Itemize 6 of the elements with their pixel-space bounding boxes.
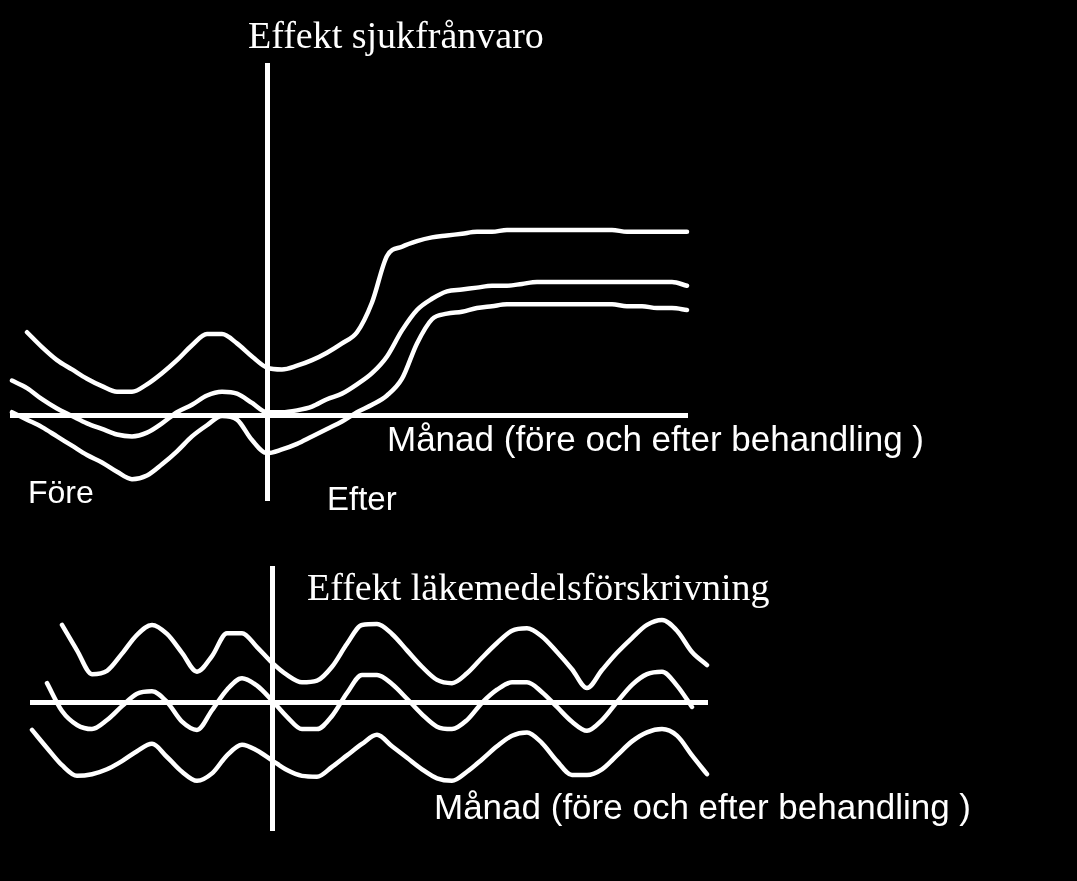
chart-title: Effekt läkemedelsförskrivning: [307, 566, 770, 610]
x-axis-title: Månad (före och efter behandling ): [387, 419, 924, 460]
text: Efter: [327, 480, 397, 518]
annotation: Före: [28, 474, 94, 511]
chart-title: Effekt sjukfrånvaro: [248, 14, 544, 58]
x-axis-title: Månad (före och efter behandling ): [434, 787, 971, 828]
